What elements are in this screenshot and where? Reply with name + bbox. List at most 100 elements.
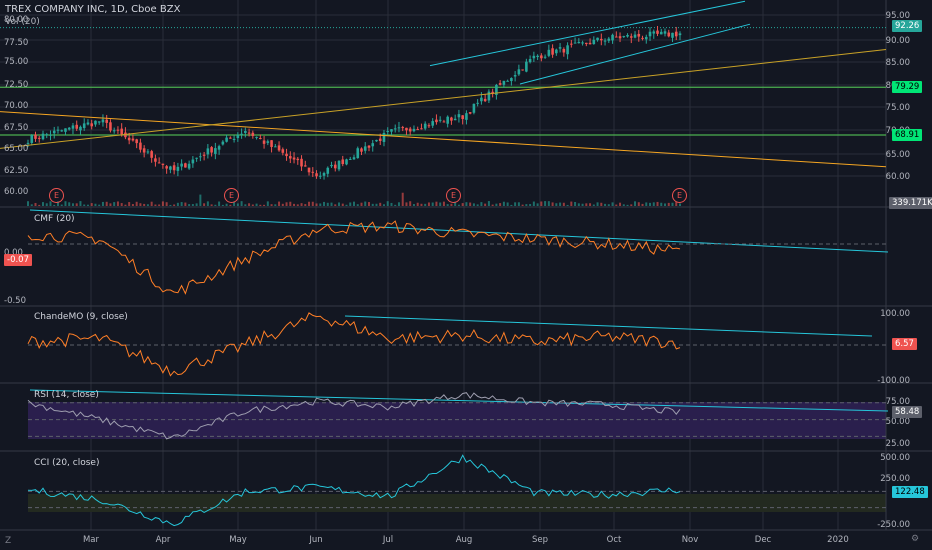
candle-body (592, 39, 596, 45)
volume-bar (521, 204, 524, 206)
volume-bar (525, 204, 528, 206)
candle-body (94, 120, 97, 125)
volume-bar (98, 204, 101, 206)
volume-bar (199, 194, 202, 206)
candle-body (266, 141, 270, 143)
candle-body (303, 165, 307, 167)
volume-bar (364, 201, 367, 206)
candle-body (382, 132, 386, 142)
volume-bar (667, 202, 670, 206)
volume-bar (637, 202, 640, 206)
volume-bar (341, 203, 344, 206)
volume-bar (480, 202, 483, 206)
candle-body (191, 159, 195, 164)
candle-body (600, 38, 603, 41)
earnings-badge[interactable]: E (446, 188, 461, 203)
candle-body (232, 138, 236, 140)
volume-bar (345, 204, 348, 206)
candle-body (251, 132, 255, 136)
candle-body (543, 56, 547, 58)
volume-bar (323, 201, 326, 206)
candle-body (345, 159, 348, 165)
candle-body (82, 123, 86, 129)
candle-body (495, 84, 498, 95)
volume-bar (562, 202, 565, 206)
volume-bar (27, 201, 29, 206)
candle-body (555, 49, 558, 54)
candle-body (187, 163, 191, 169)
candle-body (659, 31, 663, 35)
volume-bar (124, 204, 127, 206)
volume-bar (577, 203, 580, 206)
cmo-label: ChandeMO (9, close) (34, 312, 128, 322)
cmf-line (27, 220, 681, 295)
volume-bar (431, 202, 434, 206)
earnings-badge[interactable]: E (49, 188, 64, 203)
candle-body (348, 158, 352, 160)
volume-bar (356, 204, 359, 206)
candle-body (172, 165, 176, 171)
candle-body (146, 151, 150, 153)
candle-body (296, 158, 300, 161)
volume-bar (514, 202, 517, 206)
trendlines[interactable] (0, 0, 889, 412)
volume-bar (113, 202, 116, 206)
candle-body (288, 156, 292, 159)
candle-body (26, 142, 30, 144)
candle-body (259, 138, 262, 140)
volume-bar (45, 203, 48, 206)
volume-bar (671, 202, 674, 206)
volume-bar (180, 202, 183, 206)
volume-bar (60, 204, 63, 206)
candle-body (49, 134, 52, 136)
candle-body (116, 129, 120, 131)
volume-bar (457, 204, 460, 206)
level-tag-upper: 79.29 (892, 81, 923, 93)
volume-bar (461, 203, 464, 206)
month-tick: Jul (382, 535, 394, 545)
volume-bar (75, 203, 78, 206)
earnings-badge[interactable]: E (672, 188, 687, 203)
candle-body (255, 136, 258, 138)
candle-body (461, 115, 464, 120)
volume-bar (143, 203, 146, 206)
volume-bar (532, 201, 535, 206)
candle-body (41, 133, 45, 140)
candle-body (588, 42, 592, 45)
volume-bar (251, 204, 254, 206)
month-tick: Sep (531, 535, 549, 545)
volume-bar (165, 202, 168, 206)
candle-body (671, 32, 674, 38)
candle-body (97, 121, 101, 123)
volume-bar (619, 202, 622, 206)
earnings-badge[interactable]: E (224, 188, 239, 203)
volume-bar (367, 202, 370, 206)
volume-bar (544, 201, 547, 206)
volume-bar (83, 204, 86, 206)
candle-body (506, 80, 509, 82)
volume-bar (484, 203, 487, 206)
candle-body (558, 47, 562, 49)
candle-body (86, 122, 90, 125)
cmf-trendline (29, 209, 889, 253)
volume-bar (120, 203, 123, 206)
volume-bar (173, 204, 176, 206)
candle-body (363, 146, 367, 151)
volume-bar (551, 202, 554, 206)
timezone-button[interactable]: Z (5, 536, 12, 546)
level-tag-lower: 68.91 (892, 129, 923, 141)
candle-body (607, 38, 611, 41)
volume-bar (263, 204, 266, 206)
cmf-tick: -0.50 (4, 296, 26, 306)
volume-bar (476, 204, 479, 206)
volume-bar (510, 204, 513, 206)
candle-body (453, 118, 457, 121)
candle-body (401, 127, 405, 129)
volume-bar (622, 204, 625, 206)
volume-bar (195, 203, 198, 206)
volume-bar (427, 202, 430, 206)
month-tick: Mar (82, 535, 100, 545)
grid-lines (0, 0, 886, 530)
settings-icon[interactable]: ⚙ (911, 534, 920, 544)
